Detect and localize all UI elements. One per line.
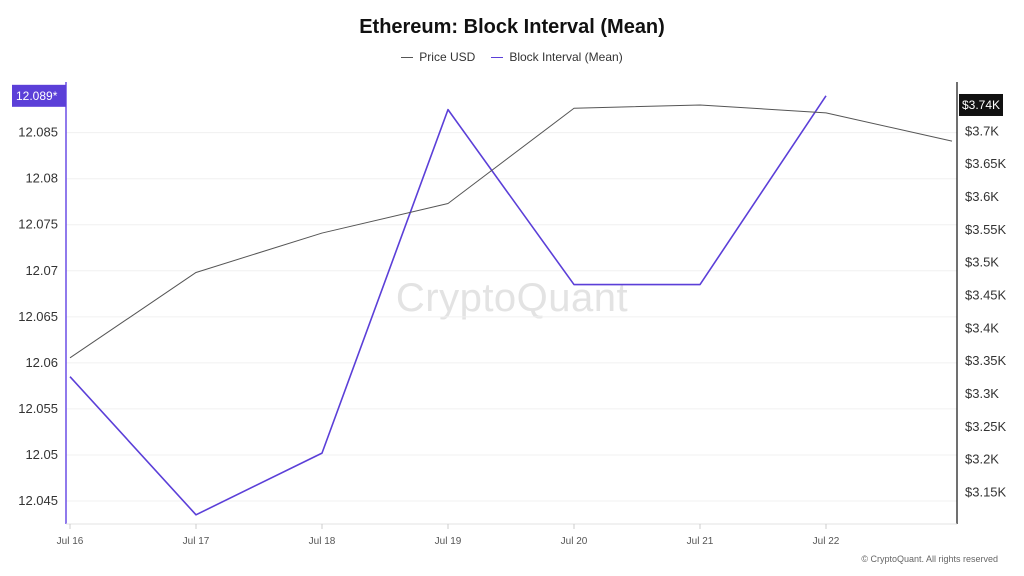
watermark: CryptoQuant <box>395 276 629 320</box>
copyright-notice: © CryptoQuant. All rights reserved <box>861 554 998 564</box>
left-tick-label: 12.07 <box>25 263 58 278</box>
right-tick-label: $3.3K <box>965 386 999 401</box>
right-value-badge <box>959 93 1003 116</box>
series-line-block-interval <box>69 95 827 516</box>
x-tick-label: Jul 22 <box>813 536 840 547</box>
series-line-price <box>69 104 953 359</box>
left-tick-label: 12.06 <box>25 355 58 370</box>
right-tick-label: $3.15K <box>965 484 1007 499</box>
left-tick-label: 12.05 <box>25 447 58 462</box>
legend-item-price[interactable]: Price USD <box>401 50 475 64</box>
right-tick-label: $3.35K <box>965 353 1007 368</box>
legend-item-block-interval[interactable]: Block Interval (Mean) <box>491 50 623 64</box>
legend: Price USD Block Interval (Mean) <box>0 50 1024 64</box>
right-tick-label: $3.65K <box>965 156 1007 171</box>
right-tick-label: $3.5K <box>965 255 999 270</box>
left-tick-label: 12.08 <box>25 171 58 186</box>
right-tick-label: $3.55K <box>965 222 1007 237</box>
x-tick-label: Jul 19 <box>435 536 462 547</box>
chart-title: Ethereum: Block Interval (Mean) <box>359 16 665 38</box>
left-tick-label: 12.075 <box>18 217 58 232</box>
left-tick-label: 12.055 <box>18 401 58 416</box>
legend-label-price: Price USD <box>419 50 476 64</box>
legend-swatch-price <box>401 56 414 58</box>
left-tick-label: 12.085 <box>18 125 58 140</box>
x-tick-label: Jul 20 <box>561 536 588 547</box>
right-value-badge-label: $3.74K <box>962 98 1000 112</box>
x-tick-label: Jul 16 <box>57 536 84 547</box>
legend-swatch-block-interval <box>491 56 504 58</box>
x-tick-label: Jul 21 <box>687 536 714 547</box>
left-tick-label: 12.065 <box>18 309 58 324</box>
right-tick-label: $3.6K <box>965 189 999 204</box>
left-value-badge <box>12 84 66 107</box>
legend-label-block-interval: Block Interval (Mean) <box>509 50 623 64</box>
left-value-badge-label: 12.089* <box>16 89 58 103</box>
right-tick-label: $3.4K <box>965 320 999 335</box>
right-tick-label: $3.7K <box>965 123 999 138</box>
x-tick-label: Jul 17 <box>183 536 210 547</box>
right-tick-label: $3.25K <box>965 419 1007 434</box>
x-tick-label: Jul 18 <box>309 536 336 547</box>
left-tick-label: 12.045 <box>18 493 58 508</box>
right-tick-label: $3.45K <box>965 287 1007 302</box>
right-tick-label: $3.2K <box>965 452 999 467</box>
